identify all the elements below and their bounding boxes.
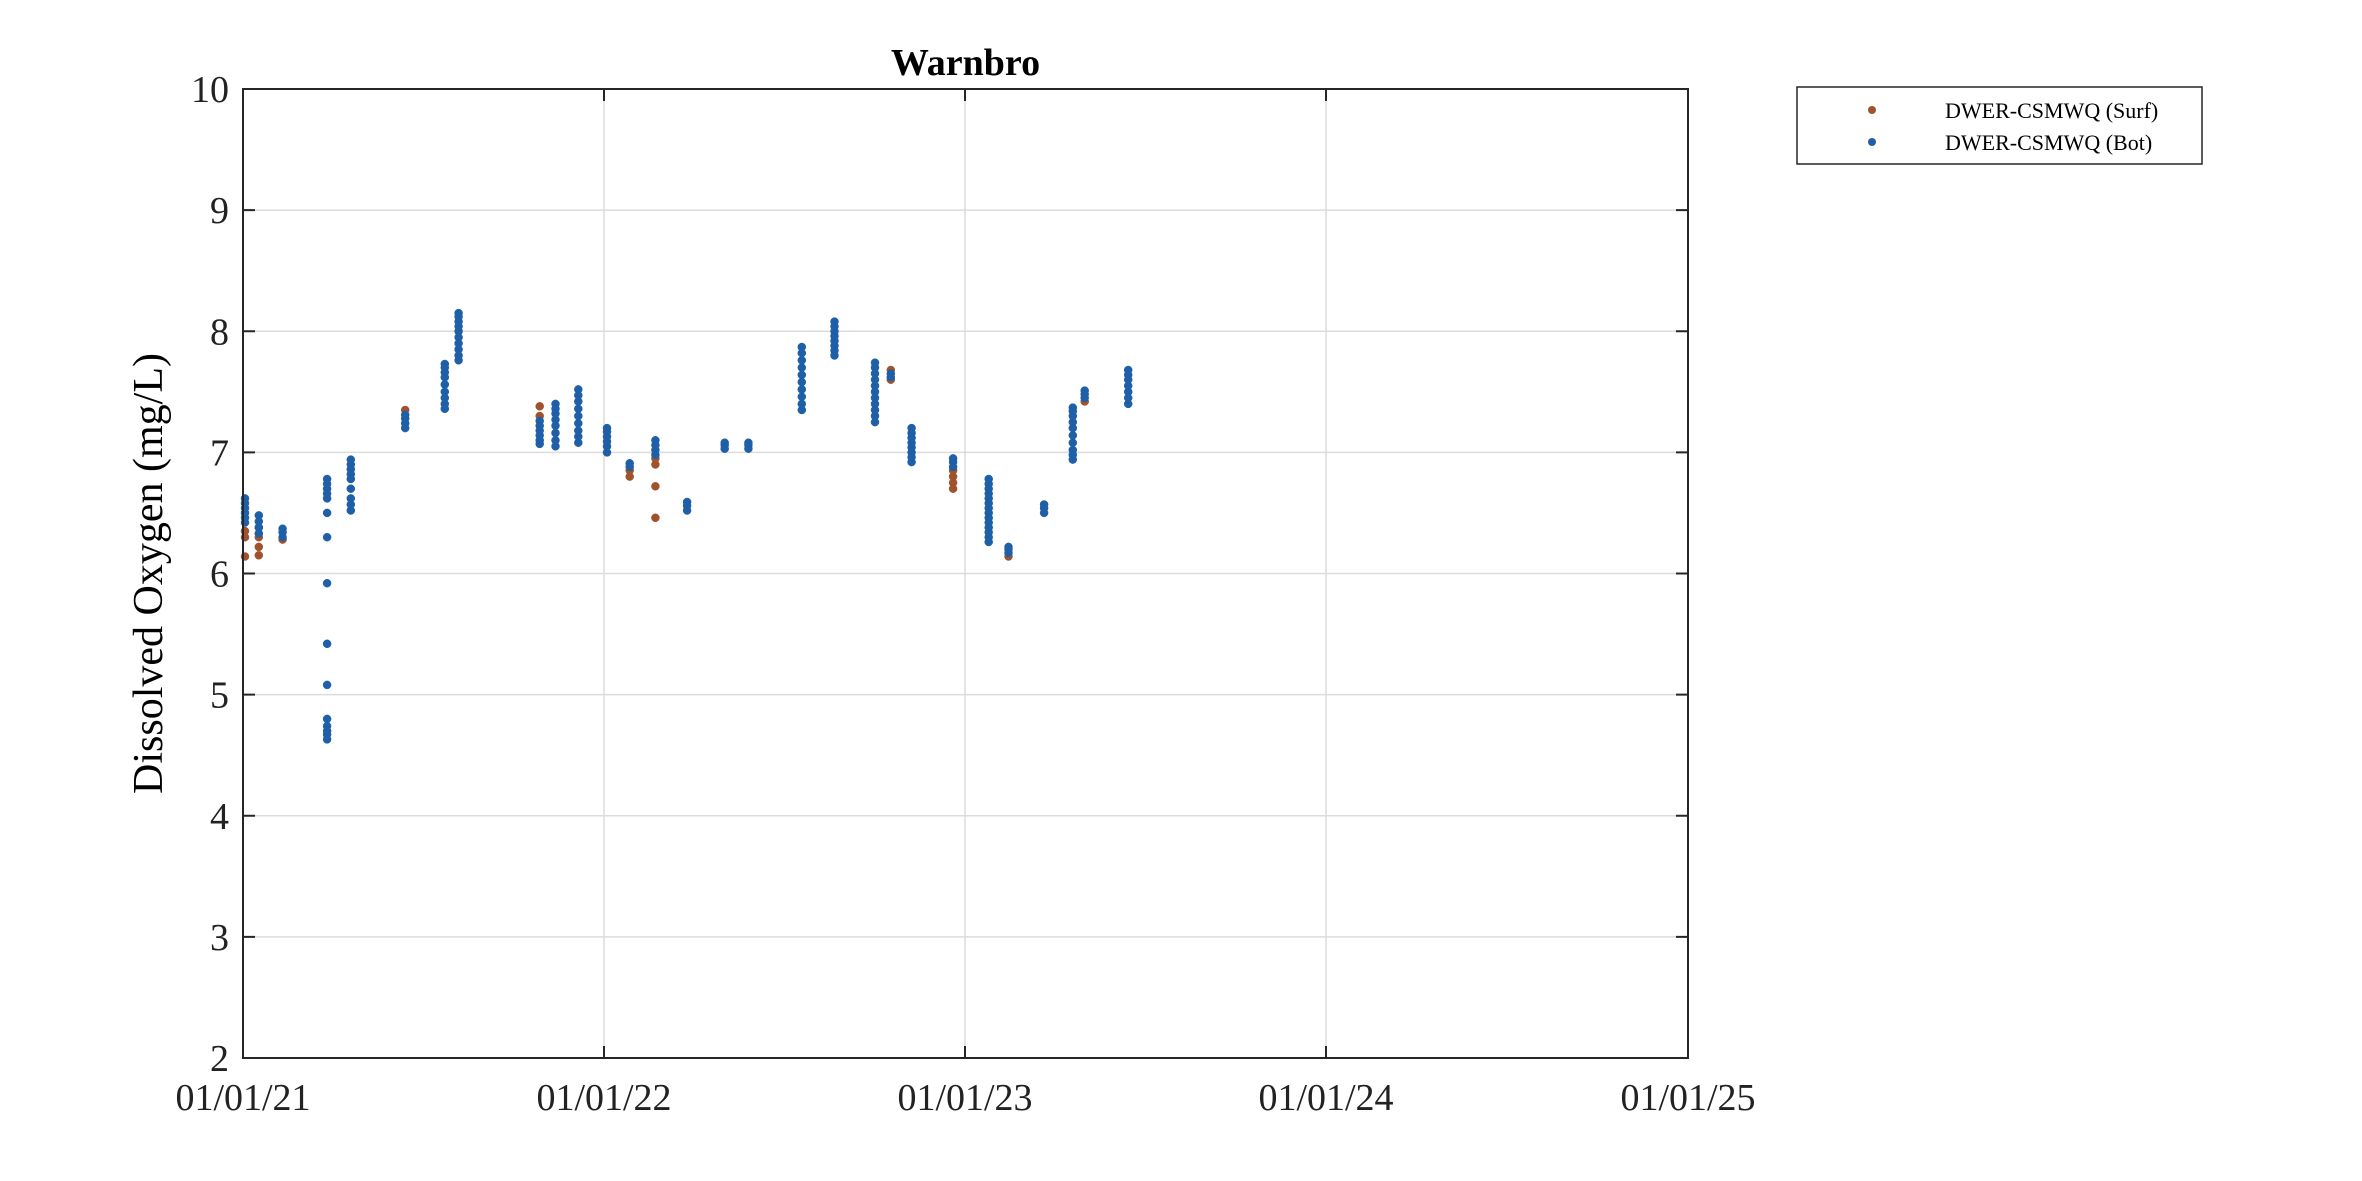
x-tick-label: 01/01/22 [536, 1077, 671, 1119]
x-tick-label: 01/01/25 [1620, 1077, 1755, 1119]
data-point [574, 404, 583, 414]
data-point [870, 358, 880, 367]
legend-label-bot: DWER-CSMWQ (Bot) [1945, 130, 2152, 155]
data-point [682, 497, 692, 507]
data-point [535, 402, 544, 411]
data-point [1068, 403, 1078, 412]
data-point [574, 426, 583, 435]
data-point [744, 438, 753, 447]
legend-marker-surf [1868, 106, 1876, 114]
data-point [574, 419, 583, 428]
label-layer: 2 3 4 5 6 7 8 9 10 01/01/21 01/01/22 01/01/23 01/01/… [175, 69, 1755, 1119]
data-point [322, 532, 332, 542]
data-point [574, 385, 583, 394]
data-point [797, 356, 807, 365]
y-axis-label: Dissolved Oxygen (mg/L) [126, 353, 172, 794]
data-point [254, 542, 264, 552]
data-point [346, 455, 356, 464]
data-point [322, 508, 332, 518]
data-point [440, 387, 450, 397]
data-point [551, 428, 560, 438]
data-point [254, 551, 264, 560]
data-point [886, 369, 896, 378]
y-tick-label: 4 [210, 796, 229, 838]
y-tick-label: 2 [210, 1038, 229, 1080]
series-layer [240, 308, 1133, 744]
data-point [625, 459, 634, 468]
data-point [454, 308, 463, 318]
data-point [322, 639, 332, 649]
y-tick-label: 8 [210, 311, 229, 353]
data-point [535, 416, 544, 426]
data-point [322, 721, 332, 731]
data-point [797, 370, 807, 380]
data-point [574, 411, 583, 421]
data-point [400, 410, 410, 420]
chart-title: Warnbro [891, 42, 1040, 84]
data-point [1080, 386, 1089, 395]
data-point [551, 399, 560, 409]
legend-marker-bot [1868, 138, 1876, 146]
data-point [551, 436, 560, 445]
data-point [1068, 438, 1078, 447]
data-point [984, 474, 993, 484]
data-point [797, 363, 807, 372]
y-tick-label: 5 [210, 675, 229, 717]
data-point [797, 342, 807, 352]
data-point [797, 399, 807, 409]
x-tick-label: 01/01/24 [1258, 1077, 1393, 1119]
x-tick-label: 01/01/23 [897, 1077, 1032, 1119]
data-point [1004, 542, 1013, 552]
y-tick-label: 10 [191, 69, 229, 111]
data-point [1039, 500, 1049, 509]
tick-layer [242, 88, 1689, 1059]
y-tick-label: 7 [210, 432, 229, 474]
data-point [1068, 445, 1078, 455]
data-point [278, 524, 287, 533]
data-point [254, 511, 264, 520]
data-point [651, 482, 660, 491]
data-point [797, 385, 807, 394]
data-point [720, 438, 729, 447]
data-point [602, 423, 612, 433]
data-point [1123, 365, 1133, 375]
data-point [948, 454, 958, 463]
data-point [797, 392, 807, 401]
series-1 [240, 308, 1133, 744]
data-point [346, 494, 356, 503]
y-tick-label: 3 [210, 917, 229, 959]
legend-label-surf: DWER-CSMWQ (Surf) [1945, 98, 2158, 123]
y-tick-label: 6 [210, 554, 229, 596]
data-point [346, 484, 356, 493]
y-tick-label: 9 [210, 190, 229, 232]
data-point [651, 513, 660, 523]
data-point [322, 714, 332, 724]
data-point [322, 578, 332, 588]
data-point [830, 317, 839, 326]
data-point [440, 380, 450, 389]
x-tick-label: 01/01/21 [175, 1077, 310, 1119]
grid-layer [243, 89, 1688, 1058]
data-point [907, 423, 916, 433]
data-point [797, 377, 807, 387]
data-point [440, 359, 450, 369]
legend-box [1796, 86, 2203, 165]
legend: DWER-CSMWQ (Surf) DWER-CSMWQ (Bot) [1796, 86, 2203, 165]
data-point [1068, 431, 1078, 440]
data-point [322, 474, 332, 484]
data-point [322, 680, 332, 690]
data-point [651, 436, 660, 445]
